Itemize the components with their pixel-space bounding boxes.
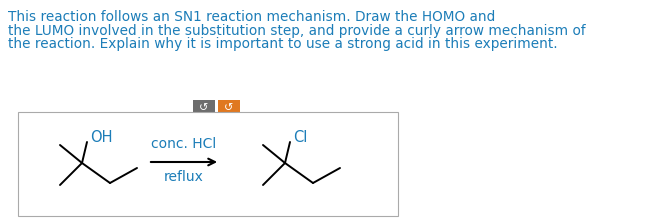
Text: This reaction follows an SN1 reaction mechanism. Draw the HOMO and: This reaction follows an SN1 reaction me… [8, 10, 496, 24]
Text: ↺: ↺ [224, 103, 234, 113]
Text: reflux: reflux [164, 170, 204, 184]
Text: Cl: Cl [293, 131, 308, 145]
Text: the LUMO involved in the substitution step, and provide a curly arrow mechanism : the LUMO involved in the substitution st… [8, 24, 585, 37]
Text: the reaction. Explain why it is important to use a strong acid in this experimen: the reaction. Explain why it is importan… [8, 37, 557, 51]
FancyBboxPatch shape [218, 100, 240, 116]
FancyBboxPatch shape [18, 112, 398, 216]
Text: OH: OH [90, 131, 113, 145]
FancyBboxPatch shape [193, 100, 215, 116]
Text: conc. HCl: conc. HCl [151, 137, 216, 151]
Text: ↺: ↺ [199, 103, 208, 113]
